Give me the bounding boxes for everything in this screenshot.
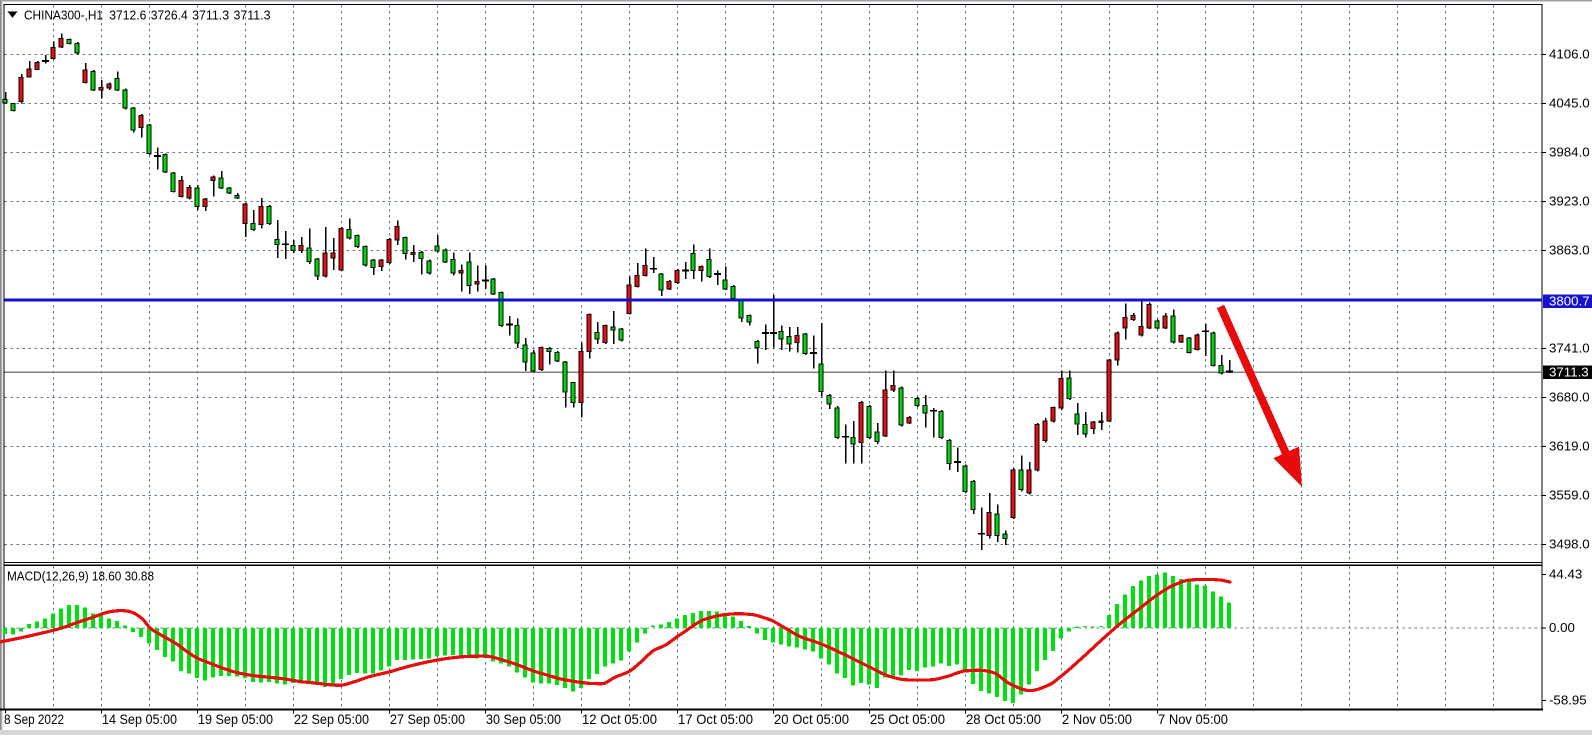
svg-text:7 Nov 05:00: 7 Nov 05:00 [1158, 712, 1228, 727]
svg-text:25 Oct 05:00: 25 Oct 05:00 [870, 712, 945, 727]
svg-text:3923.0: 3923.0 [1549, 194, 1590, 209]
svg-text:28 Oct 05:00: 28 Oct 05:00 [966, 712, 1041, 727]
svg-text:27 Sep 05:00: 27 Sep 05:00 [390, 712, 465, 727]
svg-text:19 Sep 05:00: 19 Sep 05:00 [198, 712, 273, 727]
svg-text:3711.3: 3711.3 [234, 9, 271, 23]
svg-text:3712.6: 3712.6 [109, 9, 146, 23]
svg-text:-58.95: -58.95 [1549, 693, 1587, 708]
svg-text:20 Oct 05:00: 20 Oct 05:00 [774, 712, 849, 727]
svg-text:3711.3: 3711.3 [1549, 365, 1589, 380]
svg-text:8 Sep 2022: 8 Sep 2022 [4, 712, 64, 727]
svg-text:4045.0: 4045.0 [1549, 96, 1590, 111]
svg-text:3711.3: 3711.3 [192, 9, 229, 23]
svg-text:3559.0: 3559.0 [1549, 488, 1590, 503]
svg-text:3498.0: 3498.0 [1549, 537, 1590, 552]
svg-text:3863.0: 3863.0 [1549, 243, 1590, 258]
svg-text:0.00: 0.00 [1549, 620, 1575, 635]
svg-text:3726.4: 3726.4 [151, 9, 188, 23]
svg-text:44.43: 44.43 [1549, 567, 1582, 582]
svg-text:17 Oct 05:00: 17 Oct 05:00 [678, 712, 753, 727]
svg-text:3800.7: 3800.7 [1549, 294, 1590, 309]
svg-text:3741.0: 3741.0 [1549, 341, 1590, 356]
svg-text:4106.0: 4106.0 [1549, 47, 1590, 62]
svg-text:22 Sep 05:00: 22 Sep 05:00 [294, 712, 369, 727]
svg-text:2 Nov 05:00: 2 Nov 05:00 [1062, 712, 1132, 727]
svg-text:14 Sep 05:00: 14 Sep 05:00 [102, 712, 177, 727]
svg-text:30 Sep 05:00: 30 Sep 05:00 [486, 712, 561, 727]
svg-text:12 Oct 05:00: 12 Oct 05:00 [582, 712, 657, 727]
svg-text:3984.0: 3984.0 [1549, 145, 1590, 160]
svg-text:MACD(12,26,9) 18.60 30.88: MACD(12,26,9) 18.60 30.88 [7, 570, 154, 584]
svg-text:CHINA300-,H1: CHINA300-,H1 [24, 9, 103, 23]
svg-text:3619.0: 3619.0 [1549, 439, 1590, 454]
svg-text:3680.0: 3680.0 [1549, 390, 1590, 405]
